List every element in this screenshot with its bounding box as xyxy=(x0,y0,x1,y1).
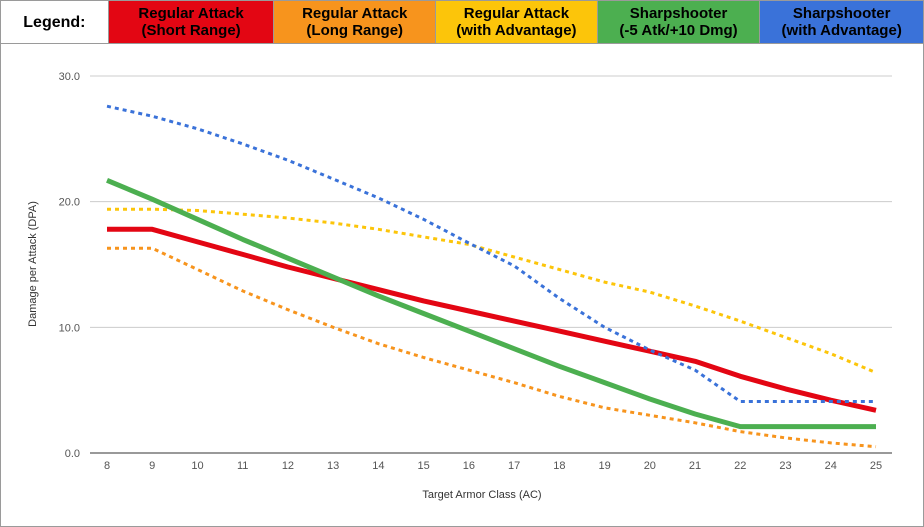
x-tick-label: 11 xyxy=(237,460,248,472)
series-line-2 xyxy=(107,246,877,449)
x-tick-label: 16 xyxy=(463,460,475,472)
legend-item-sharpshooter-advantage: Sharpshooter (with Advantage) xyxy=(760,1,923,43)
legend-item-line2: (Short Range) xyxy=(141,22,241,39)
legend-item-regular-short: Regular Attack (Short Range) xyxy=(108,1,275,43)
x-tick-label: 17 xyxy=(508,460,520,472)
x-tick-label: 18 xyxy=(553,460,565,472)
legend-item-line2: (-5 Atk/+10 Dmg) xyxy=(619,22,738,39)
legend-item-line2: (with Advantage) xyxy=(456,22,577,39)
legend-item-line2: (with Advantage) xyxy=(781,22,902,39)
x-tick-label: 10 xyxy=(191,460,203,472)
axis-ticks: 0.0 10.0 20.0 30.0 8 9 10 11 12 13 14 15 16 17 18 19 20 2… xyxy=(59,71,883,472)
legend-title: Legend: xyxy=(1,1,109,43)
legend-item-sharpshooter: Sharpshooter (-5 Atk/+10 Dmg) xyxy=(597,1,761,43)
legend-item-regular-advantage: Regular Attack (with Advantage) xyxy=(436,1,598,43)
legend-item-line1: Regular Attack xyxy=(138,5,244,22)
y-tick-label: 20.0 xyxy=(59,197,80,209)
x-tick-label: 25 xyxy=(870,460,882,472)
x-tick-label: 8 xyxy=(104,460,110,472)
x-axis-title: Target Armor Class (AC) xyxy=(422,489,541,501)
legend-item-regular-long: Regular Attack (Long Range) xyxy=(274,1,437,43)
y-tick-label: 10.0 xyxy=(59,322,80,334)
legend-item-line1: Regular Attack xyxy=(302,5,408,22)
series-lines xyxy=(106,104,877,449)
legend-item-line1: Sharpshooter xyxy=(792,5,891,22)
x-tick-label: 13 xyxy=(327,460,339,472)
y-tick-label: 30.0 xyxy=(59,71,80,83)
x-tick-label: 21 xyxy=(689,460,701,472)
x-tick-label: 12 xyxy=(282,460,294,472)
x-tick-label: 15 xyxy=(418,460,430,472)
x-tick-label: 19 xyxy=(598,460,610,472)
series-line-3 xyxy=(107,207,877,374)
legend-item-line1: Sharpshooter xyxy=(629,5,728,22)
x-tick-label: 24 xyxy=(825,460,837,472)
y-tick-label: 0.0 xyxy=(65,448,80,460)
x-tick-label: 14 xyxy=(372,460,384,472)
series-line-1 xyxy=(107,226,877,413)
x-tick-label: 9 xyxy=(149,460,155,472)
y-axis-title: Damage per Attack (DPA) xyxy=(27,201,39,327)
legend-item-line1: Regular Attack xyxy=(463,5,570,22)
legend-item-line2: (Long Range) xyxy=(306,22,404,39)
series-line-4 xyxy=(106,177,876,430)
legend: Legend: Regular Attack (Short Range) Reg… xyxy=(0,0,924,44)
x-tick-label: 22 xyxy=(734,460,746,472)
series-line-5 xyxy=(106,104,876,403)
x-tick-label: 20 xyxy=(644,460,656,472)
x-tick-label: 23 xyxy=(779,460,791,472)
